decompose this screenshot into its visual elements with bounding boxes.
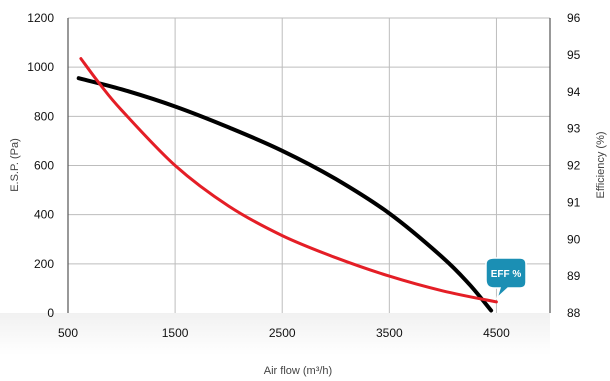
- eff-callout-label: EFF %: [491, 269, 522, 280]
- y2-axis-title: Efficiency (%): [595, 131, 607, 198]
- x-tick-label: 2500: [269, 326, 296, 340]
- eff-callout-bubble: [485, 257, 527, 301]
- x-tick-label: 1500: [162, 326, 189, 340]
- y-tick-label: 600: [34, 159, 54, 173]
- x-tick-label: 500: [58, 326, 78, 340]
- y-tick-label: 1000: [27, 60, 54, 74]
- y2-tick-label: 91: [567, 195, 581, 209]
- y-tick-label: 200: [34, 257, 54, 271]
- y-tick-label: 0: [47, 306, 54, 320]
- y2-tick-label: 95: [567, 48, 581, 62]
- x-axis-band: [0, 313, 550, 355]
- x-tick-label: 3500: [376, 326, 403, 340]
- y2-tick-label: 94: [567, 85, 581, 99]
- eff-callout: EFF %: [485, 257, 527, 301]
- y2-tick-label: 88: [567, 306, 581, 320]
- x-tick-label: 4500: [483, 326, 510, 340]
- y-tick-label: 800: [34, 109, 54, 123]
- y2-tick-label: 89: [567, 269, 581, 283]
- y-tick-label: 1200: [27, 11, 54, 25]
- x-axis-title: Air flow (m³/h): [264, 365, 332, 377]
- efficiency-curve: [79, 57, 498, 304]
- esp-curve: [76, 76, 494, 313]
- y2-tick-label: 90: [567, 232, 581, 246]
- y2-tick-label: 93: [567, 122, 581, 136]
- y2-tick-label: 96: [567, 11, 581, 25]
- series-lines: [76, 57, 498, 313]
- y-axis-title: E.S.P. (Pa): [9, 138, 21, 192]
- tick-labels: 500 1500 2500 3500 4500 0 200 400 600 800 1000 1200…: [27, 11, 580, 340]
- y-tick-label: 400: [34, 208, 54, 222]
- y2-tick-label: 92: [567, 159, 581, 173]
